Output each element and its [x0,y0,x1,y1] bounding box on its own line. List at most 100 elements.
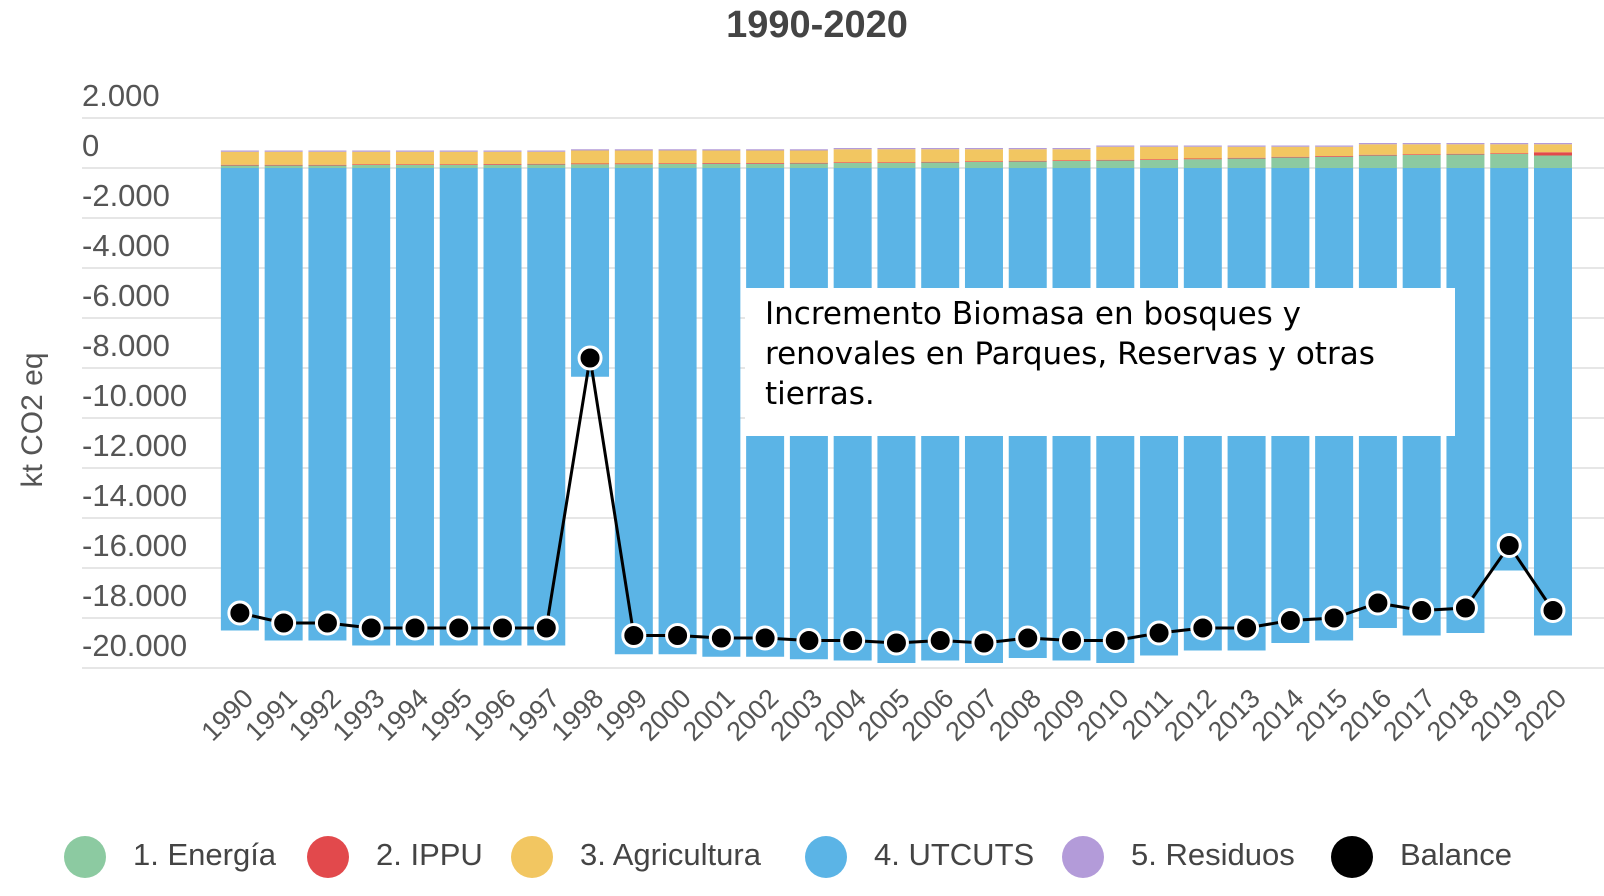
bar-segment [921,162,960,168]
legend-label: 1. Energía [133,837,277,872]
bar-segment [439,150,478,152]
balance-point [1234,615,1260,641]
bar-segment [964,162,1003,168]
bar-segment [746,163,785,168]
bar-segment [702,150,741,163]
bar-segment [1315,146,1354,156]
balance-point [1146,620,1172,646]
bar-segment [1183,158,1222,160]
bar-segment [1402,154,1441,155]
bar-segment [1402,155,1441,168]
bar-segment [352,164,391,165]
bar-segment [439,151,478,165]
bar-segment [1358,155,1397,168]
balance-point [1321,605,1347,631]
bar-segment [1227,157,1266,159]
balance-point [1059,628,1085,653]
bar-segment [308,165,347,168]
balance-point [840,628,866,653]
bar-segment [352,150,391,152]
legend-label: 2. IPPU [376,837,483,872]
bar-segment [789,162,828,164]
bar-segment [921,161,960,163]
bar-segment [571,149,610,151]
legend-swatch [64,836,106,878]
bar-segment [1183,145,1222,147]
y-tick-label: -2.000 [82,178,170,213]
balance-point [314,610,340,636]
bar-segment [921,148,960,150]
annotation: Incremento Biomasa en bosques y renovale… [745,288,1455,436]
bar-segment [1533,143,1572,145]
bar-segment [658,149,697,151]
bar-segment [1490,168,1529,571]
bar-segment [483,168,522,646]
balance-point [446,615,472,641]
bar-segment [964,148,1003,150]
legend-label: 3. Agricultura [580,837,762,872]
balance-point [971,630,997,656]
bar-segment [1140,159,1179,160]
bar-segment [1096,145,1135,147]
bar-segment [527,163,566,165]
bar-segment [439,165,478,168]
balance-point [490,615,516,641]
bar-segment [746,150,785,163]
bar-segment [1446,153,1485,155]
y-tick-label: -4.000 [82,228,170,263]
bar-segment [877,148,916,150]
bar-segment [1008,160,1047,162]
balance-point [796,628,822,653]
bar-segment [395,151,434,165]
bar-segment [439,164,478,165]
legend-label: 4. UTCUTS [874,837,1034,872]
balance-point [227,600,253,626]
bar-segment [702,149,741,151]
bar-segment [264,168,303,641]
bar-segment [220,150,259,152]
bar-segment [1490,143,1529,145]
y-tick-label: -20.000 [82,628,187,663]
bar-segment [614,163,653,165]
balance-point [1452,595,1478,621]
bar-segment [1008,161,1047,168]
legend-swatch [511,836,553,878]
bar-segment [1052,149,1091,161]
bar-segment [395,164,434,165]
y-tick-label: -12.000 [82,428,187,463]
bar-segment [1402,144,1441,155]
bar-segment [1227,158,1266,168]
balance-point [1496,533,1522,558]
bar-segment [1140,160,1179,168]
legend-label: 5. Residuos [1131,837,1295,872]
bar-segment [1008,149,1047,161]
bar-segment [658,163,697,164]
y-tick-label: -14.000 [82,478,187,513]
bar-segment [571,164,610,168]
bar-segment [789,149,828,151]
bar-segment [1096,146,1135,160]
y-tick-label: -18.000 [82,578,187,613]
bar-segment [1052,160,1091,161]
bar-segment [1227,146,1266,158]
chart-title: 1990-2020 [726,4,908,46]
y-tick-label: 2.000 [82,78,160,113]
bar-segment [1140,146,1179,160]
bar-segment [1446,143,1485,145]
bar-segment [264,150,303,152]
bar-segment [658,164,697,168]
bar-segment [1271,146,1310,157]
y-tick-label: -8.000 [82,328,170,363]
bar-segment [614,149,653,151]
y-axis-label: kt CO2 eq [16,352,49,487]
bar-segment [1271,157,1310,168]
balance-point [402,615,428,641]
bar-segment [220,168,259,631]
y-tick-label: -10.000 [82,378,187,413]
bar-segment [833,163,872,168]
bar-segment [1490,144,1529,154]
bar-segment [1358,154,1397,156]
balance-point [1190,615,1216,641]
y-tick-label: -16.000 [82,528,187,563]
